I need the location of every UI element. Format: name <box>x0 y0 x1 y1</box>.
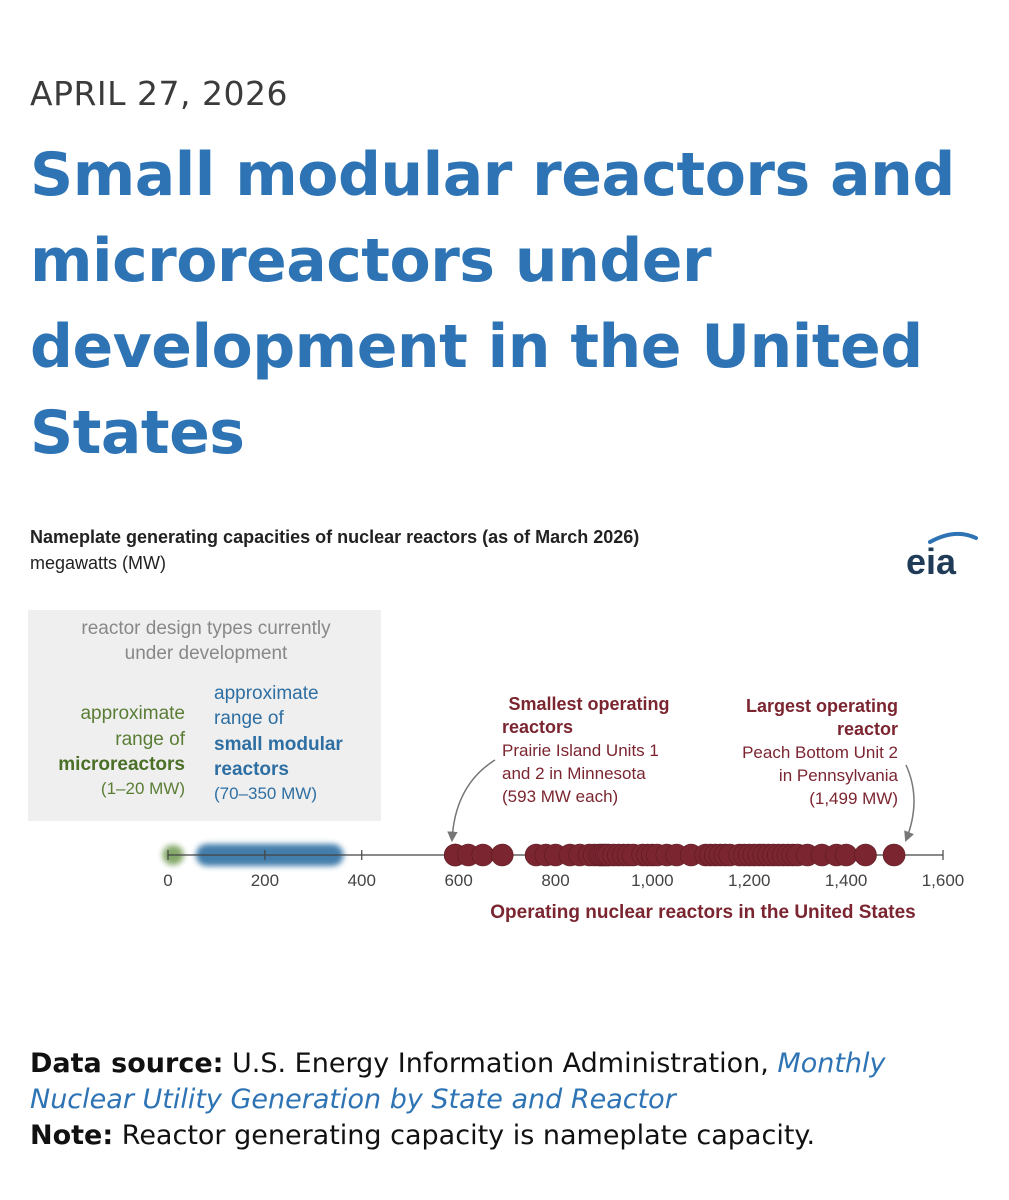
x-tick-label: 0 <box>163 871 172 890</box>
x-tick-label: 1,000 <box>631 871 674 890</box>
reactor-dot <box>834 843 858 867</box>
largest-line-2: in Pennsylvania <box>779 766 899 785</box>
largest-title-1: Largest operating <box>746 696 898 716</box>
micro-label-2: range of <box>115 729 185 750</box>
smallest-line-2: and 2 in Minnesota <box>502 764 646 783</box>
design-box-heading-2: under development <box>125 643 288 664</box>
reactor-dot <box>854 843 877 867</box>
smr-label-1: approximate <box>214 683 319 704</box>
smallest-title-2: reactors <box>502 717 573 737</box>
smallest-arrow <box>447 759 496 843</box>
largest-arrow <box>904 764 915 842</box>
x-tick-label: 1,600 <box>922 871 965 890</box>
reactor-dot <box>490 843 514 867</box>
smr-label-2: range of <box>214 708 284 729</box>
source-label: Data source: <box>30 1048 224 1079</box>
micro-label-name: microreactors <box>58 754 185 775</box>
smr-label-range: (70–350 MW) <box>214 784 317 803</box>
eia-logo-swoosh-icon <box>928 531 978 544</box>
capacity-chart: reactor design types currently under dev… <box>28 610 964 923</box>
x-tick-label: 800 <box>541 871 569 890</box>
x-tick-label: 600 <box>444 871 472 890</box>
chart-subtitle: megawatts (MW) <box>30 553 167 573</box>
x-tick-label: 400 <box>348 871 376 890</box>
reactor-dot <box>471 843 495 867</box>
design-box-heading-1: reactor design types currently <box>81 618 331 639</box>
micro-label-range: (1–20 MW) <box>101 779 185 798</box>
smallest-line-3: (593 MW each) <box>502 787 618 806</box>
note-line: Note: Reactor generating capacity is nam… <box>30 1118 990 1154</box>
x-axis-ticks: 0 200 400 600 800 1,000 1,200 1,400 1,600 <box>163 850 964 890</box>
smallest-line-1: Prairie Island Units 1 <box>502 741 659 760</box>
data-source-line: Data source: U.S. Energy Information Adm… <box>30 1046 990 1118</box>
reactor-dot <box>882 843 906 867</box>
x-tick-label: 200 <box>251 871 279 890</box>
eia-logo: eia <box>906 531 978 580</box>
series-label: Operating nuclear reactors in the United… <box>490 902 916 923</box>
smallest-title-1: Smallest operating <box>508 694 669 714</box>
post-date: APRIL 27, 2026 <box>30 74 288 113</box>
chart-title: Nameplate generating capacities of nucle… <box>30 527 640 547</box>
eia-logo-text: eia <box>906 541 957 580</box>
x-tick-label: 1,200 <box>728 871 771 890</box>
footer: Data source: U.S. Energy Information Adm… <box>30 1046 990 1154</box>
largest-title-2: reactor <box>837 719 898 739</box>
note-text: Reactor generating capacity is nameplate… <box>121 1120 816 1151</box>
x-tick-label: 1,400 <box>825 871 868 890</box>
note-label: Note: <box>30 1120 114 1151</box>
design-types-box <box>28 610 381 821</box>
source-link[interactable]: Monthly Nuclear Utility Generation by St… <box>30 1048 886 1115</box>
micro-label-1: approximate <box>80 703 185 724</box>
headline: Small modular reactors and microreactors… <box>30 140 955 468</box>
source-text: U.S. Energy Information Administration, <box>232 1048 769 1079</box>
largest-line-1: Peach Bottom Unit 2 <box>742 743 898 762</box>
smr-label-name-2: reactors <box>214 759 289 780</box>
largest-line-3: (1,499 MW) <box>809 789 898 808</box>
operating-reactor-dots <box>443 843 906 867</box>
smr-label-name-1: small modular <box>214 734 343 755</box>
